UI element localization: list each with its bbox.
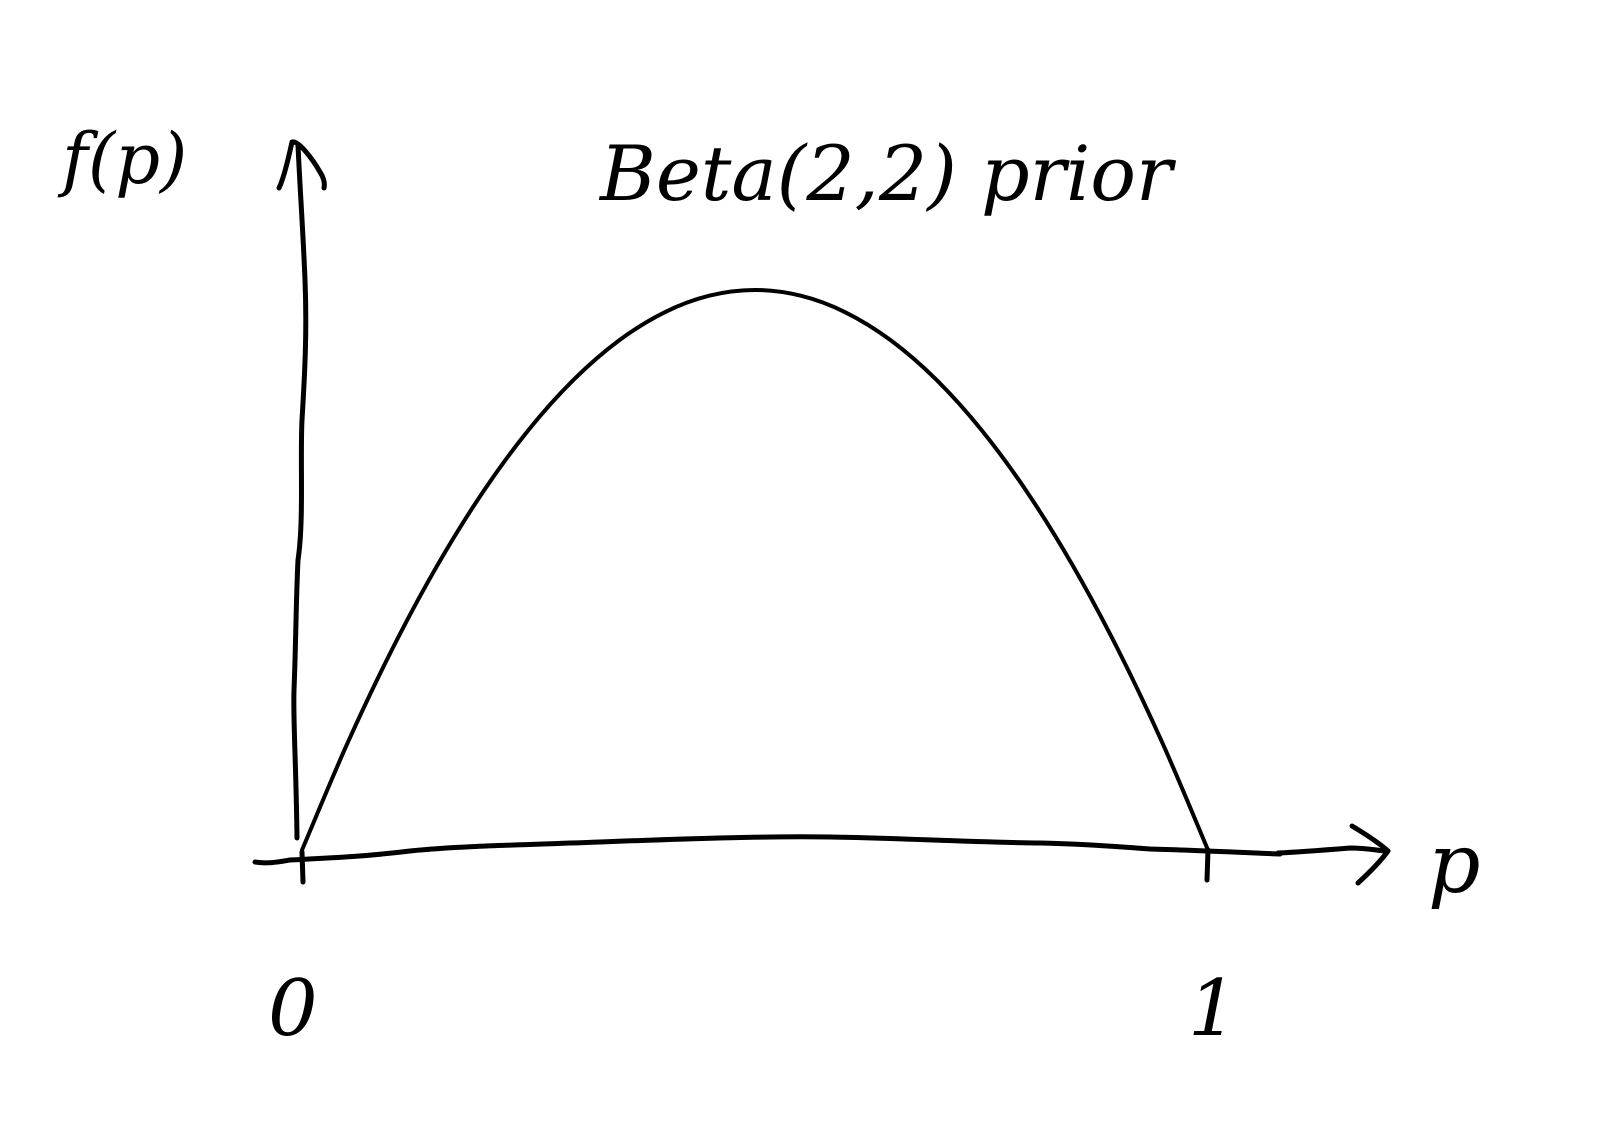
x-tick-mark-1: [1204, 847, 1211, 883]
x-axis-arrowhead: [1349, 823, 1391, 886]
x-axis-label: p: [1428, 817, 1481, 912]
y-axis-line: [291, 142, 309, 841]
y-axis-label: f(p): [57, 118, 187, 200]
x-axis-arrow-shaft: [1275, 845, 1388, 856]
x-tick-mark-0: [299, 849, 306, 885]
y-axis-arrowhead: [276, 139, 327, 191]
density-curve: [300, 288, 1210, 852]
x-axis-line: [252, 834, 1283, 866]
x-tick-label-0: 0: [268, 964, 318, 1054]
chart-title: Beta(2,2) prior: [598, 129, 1177, 218]
x-tick-label-1: 1: [1188, 964, 1238, 1054]
